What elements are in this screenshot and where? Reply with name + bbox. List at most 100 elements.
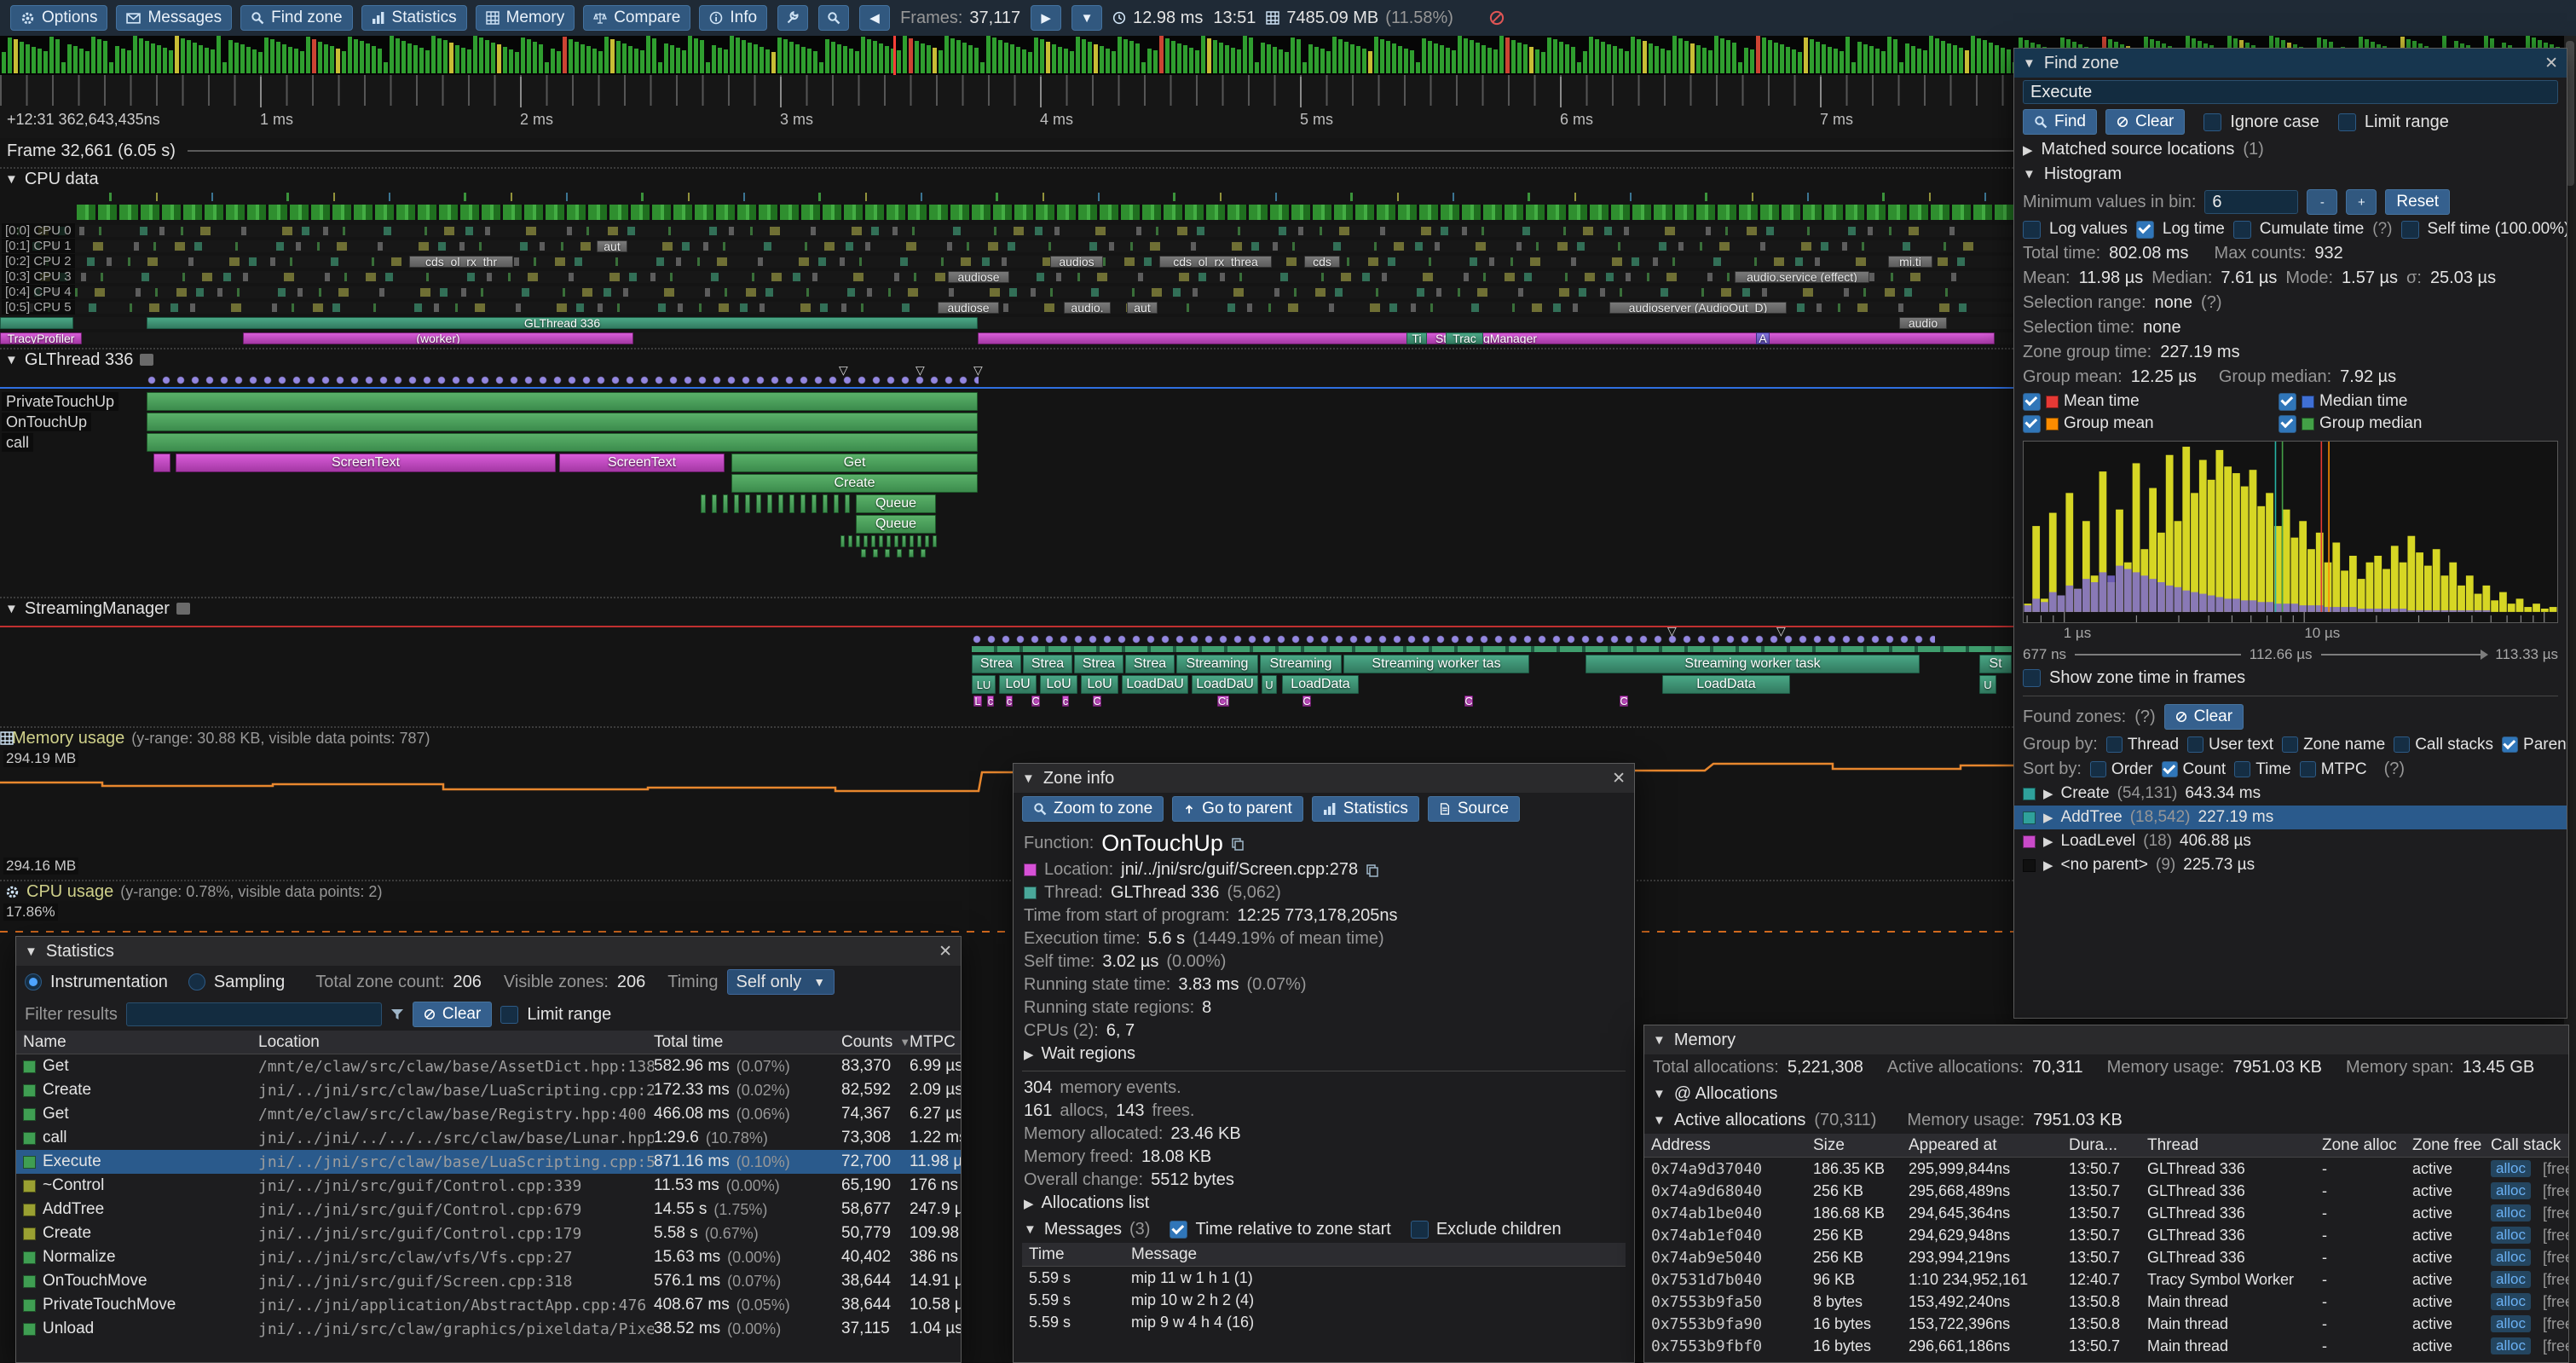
frame-bar[interactable] <box>205 47 209 73</box>
option-checkbox[interactable] <box>2089 761 2106 777</box>
frame-bar[interactable] <box>1720 38 1724 73</box>
frame-bar[interactable] <box>407 43 412 73</box>
frame-bar[interactable] <box>539 43 543 73</box>
frame-bar[interactable] <box>1338 38 1343 73</box>
message-row[interactable]: 5.59 s mip 10 w 2 h 2 (4) <box>1022 1289 1626 1311</box>
find-zone-titlebar[interactable]: ▼ Find zone ✕ <box>2014 49 2567 78</box>
help-icon[interactable]: (?) <box>2372 220 2393 238</box>
limit-range-checkbox[interactable] <box>2337 113 2356 131</box>
frame-bar[interactable] <box>121 48 125 73</box>
timeline-zone[interactable]: ScreenText <box>176 453 556 472</box>
wait-regions-label[interactable]: Wait regions <box>1041 1044 1135 1063</box>
frame-bar[interactable] <box>575 41 579 73</box>
frame-bar[interactable] <box>933 48 937 73</box>
frame-bar[interactable] <box>676 48 680 73</box>
timeline-zone[interactable]: LoadDaU <box>1122 675 1188 694</box>
thread-value[interactable]: GLThread 336 <box>1110 883 1220 902</box>
frame-bar[interactable] <box>276 42 280 73</box>
frame-bar[interactable] <box>26 43 30 73</box>
frame-bar[interactable] <box>419 48 424 73</box>
histogram-plot[interactable] <box>2023 441 2558 623</box>
frame-bar[interactable] <box>879 43 883 73</box>
cpu-zone[interactable]: TracyProfiler <box>0 332 82 344</box>
toolbar-button-options[interactable]: Options <box>10 5 108 31</box>
relative-time-checkbox[interactable] <box>1170 1221 1188 1239</box>
frame-bar[interactable] <box>294 49 298 73</box>
frame-bar[interactable] <box>1953 45 1957 73</box>
frame-bar[interactable] <box>915 40 919 73</box>
allocation-row[interactable]: 0x74a9d68040 256 KB 295,668,489ns 13:50.7 GL… <box>1644 1180 2568 1202</box>
frame-bar[interactable] <box>1440 45 1444 73</box>
frame-bar[interactable] <box>1523 44 1528 73</box>
frame-bar[interactable] <box>32 46 36 73</box>
frame-bar[interactable] <box>8 37 12 73</box>
frame-bar[interactable] <box>1446 48 1450 73</box>
allocation-row[interactable]: 0x7531d7b040 96 KB 1:10 234,952,161 12:40.7… <box>1644 1268 2568 1291</box>
frame-bar[interactable] <box>109 62 113 73</box>
stats-row[interactable]: Unload jni/../jni/src/claw/graphics/pixel… <box>16 1317 961 1341</box>
frame-bar[interactable] <box>1804 37 1808 73</box>
frame-bar[interactable] <box>390 36 394 73</box>
alloc-callstack-button[interactable]: alloc <box>2491 1227 2531 1244</box>
frame-bar[interactable] <box>730 36 734 73</box>
expand-icon[interactable]: ▶ <box>1024 1047 1034 1062</box>
toolbar-button-statistics[interactable]: Statistics <box>361 5 467 31</box>
frame-bar[interactable] <box>903 36 907 73</box>
cpu-zone[interactable]: GLThread 336 <box>147 317 978 329</box>
cpu-zone[interactable]: cds <box>1304 256 1340 268</box>
playhead[interactable] <box>893 36 896 75</box>
frame-bar[interactable] <box>1678 38 1683 73</box>
frame-bar[interactable] <box>760 47 764 73</box>
frame-bar[interactable] <box>38 49 42 73</box>
alloc-callstack-button[interactable]: alloc <box>2491 1315 2531 1332</box>
next-frame-button[interactable]: ▶ <box>1031 5 1062 31</box>
tiny-zone[interactable] <box>712 494 717 513</box>
filter-input[interactable] <box>125 1002 382 1026</box>
frame-bar[interactable] <box>563 37 567 73</box>
tiny-zone[interactable] <box>863 535 868 547</box>
allocation-row[interactable]: 0x74ab1ef040 256 KB 294,629,948ns 13:50.7 GL… <box>1644 1224 2568 1246</box>
timeline-zone[interactable]: LoadData <box>1662 675 1790 694</box>
frame-bar[interactable] <box>1887 36 1892 73</box>
frame-bar[interactable] <box>1869 46 1874 73</box>
frame-bar[interactable] <box>20 42 24 73</box>
frame-bar[interactable] <box>1816 42 1820 73</box>
thread-options-icon[interactable] <box>176 603 190 615</box>
collapse-icon[interactable]: ▼ <box>5 352 18 367</box>
stats-row[interactable]: call jni/../jni/../../../src/claw/base/Lu… <box>16 1126 961 1150</box>
collapse-icon[interactable]: ▼ <box>1022 771 1035 786</box>
frame-bar[interactable] <box>521 37 525 73</box>
frame-bar[interactable] <box>586 46 591 73</box>
frame-bar[interactable] <box>1291 37 1295 73</box>
tiny-zone[interactable] <box>789 494 794 513</box>
tiny-zone[interactable] <box>840 535 845 547</box>
column-header-name[interactable]: Name <box>23 1032 66 1051</box>
frame-bar[interactable] <box>282 43 286 73</box>
frame-bar[interactable] <box>831 41 835 73</box>
frame-bar[interactable] <box>270 39 274 73</box>
frame-bar[interactable] <box>61 62 66 73</box>
filter-icon[interactable] <box>390 1008 404 1021</box>
frame-bar[interactable] <box>950 38 955 73</box>
message-marker-icon[interactable]: ▽ <box>1667 624 1677 638</box>
frame-bar[interactable] <box>1273 47 1277 73</box>
legend-checkbox[interactable] <box>2279 414 2296 433</box>
frame-bar[interactable] <box>1649 43 1653 73</box>
frame-bar[interactable] <box>718 47 722 73</box>
frame-bar[interactable] <box>1404 48 1408 73</box>
frame-bar[interactable] <box>163 48 167 73</box>
frame-bar[interactable] <box>234 42 239 73</box>
copy-icon[interactable] <box>1366 863 1379 877</box>
collapse-icon[interactable]: ▼ <box>25 944 38 959</box>
frame-bar[interactable] <box>1088 41 1092 73</box>
frame-bar[interactable] <box>1470 40 1474 73</box>
frame-bar[interactable] <box>1941 40 1945 73</box>
frame-bar[interactable] <box>992 38 996 73</box>
message-marker-icon[interactable]: ▽ <box>915 363 925 377</box>
frame-bar[interactable] <box>1177 43 1181 73</box>
expand-icon[interactable]: ▶ <box>1024 1196 1034 1211</box>
frame-bar[interactable] <box>1738 62 1742 73</box>
frame-bar[interactable] <box>1434 43 1438 73</box>
tiny-zone[interactable] <box>925 535 929 547</box>
messages-label[interactable]: Messages <box>1043 1220 1123 1239</box>
